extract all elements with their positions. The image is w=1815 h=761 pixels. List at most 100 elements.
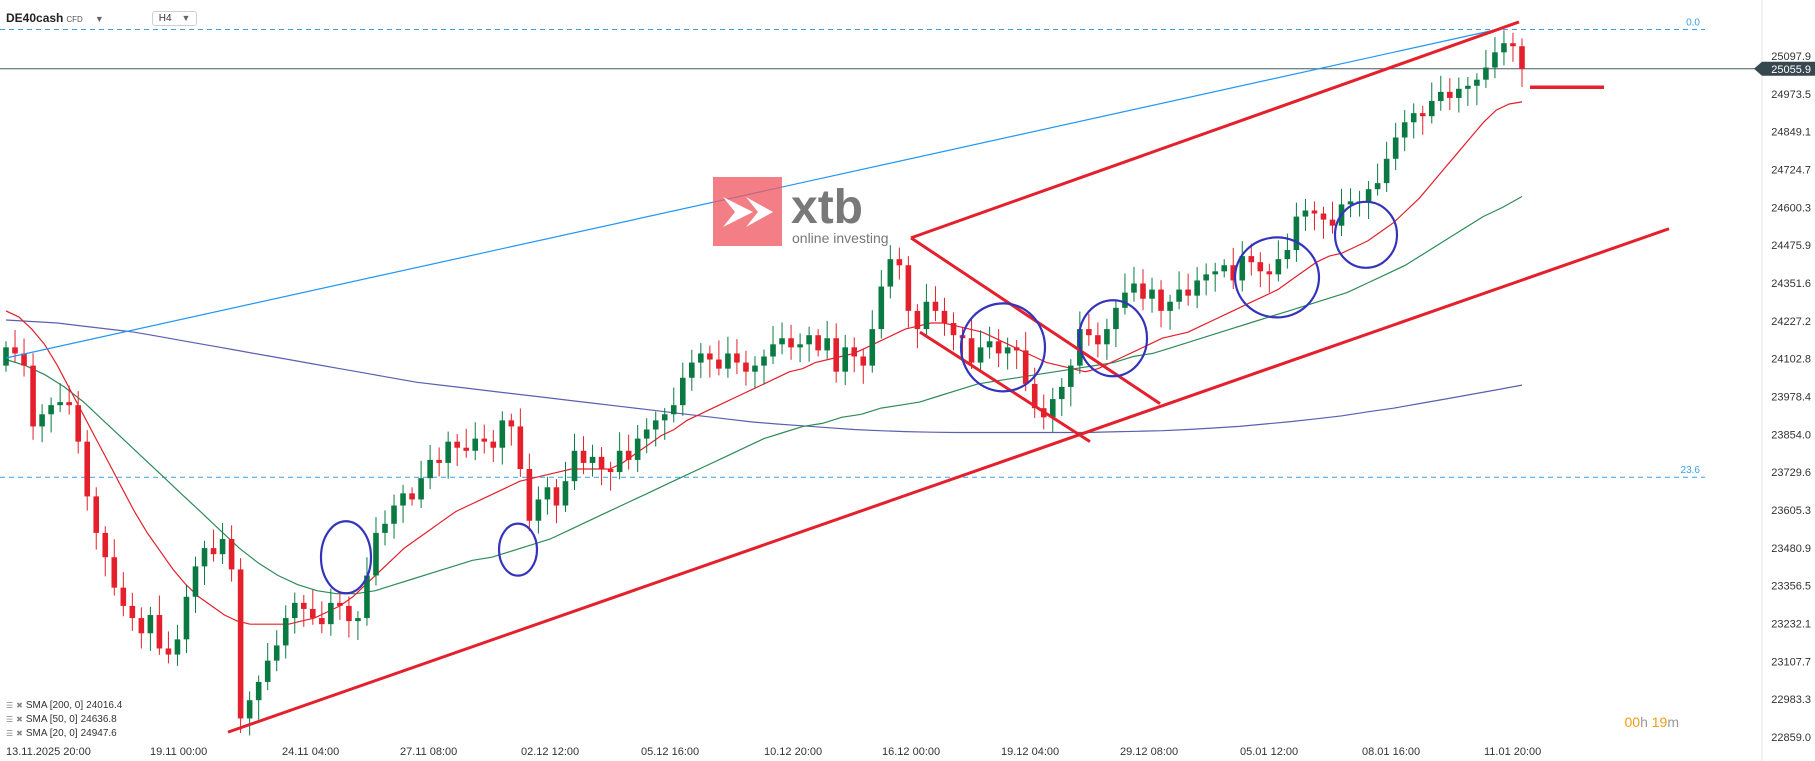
candle-body [75, 405, 81, 442]
symbol-selector[interactable]: DE40cash CFD ▼ [6, 11, 104, 25]
candle-body [1031, 383, 1038, 409]
fib-level-label: 23.6 [1681, 465, 1701, 476]
highlight-circle[interactable] [319, 520, 373, 595]
highlight-circle[interactable] [1077, 299, 1149, 378]
y-tick-label: 23356.5 [1771, 581, 1811, 593]
y-tick-label: 24102.8 [1771, 354, 1811, 366]
symbol-name[interactable]: DE40cash [6, 11, 64, 25]
candle-body [932, 301, 939, 311]
candle-body [770, 344, 776, 357]
legend-label: SMA [50, 0] [25, 714, 78, 725]
candle-body [634, 438, 641, 460]
x-tick-label: 10.12 20:00 [764, 746, 822, 758]
candle-body [1013, 347, 1020, 351]
flag-lower-line[interactable] [919, 330, 1091, 443]
candle-body [1266, 271, 1273, 275]
candle-body [679, 377, 686, 406]
candle-body [878, 286, 885, 330]
candle-body [1212, 271, 1218, 275]
candle-body [1248, 256, 1255, 263]
candle-body [1086, 329, 1092, 336]
candle-body [300, 602, 307, 609]
candle-body [923, 301, 930, 330]
close-icon[interactable]: ✖ [16, 701, 23, 710]
candle-body [1230, 265, 1237, 281]
channel-lower-line[interactable] [227, 227, 1670, 734]
close-icon[interactable]: ✖ [16, 729, 23, 738]
candle-body [815, 335, 821, 351]
candle-body [562, 481, 569, 506]
candle-body [905, 265, 912, 311]
drawings[interactable] [5, 20, 1670, 734]
channel-upper-line[interactable] [910, 20, 1520, 240]
timeframe-label: H4 [158, 12, 172, 24]
candlesticks [3, 30, 1525, 736]
candle-body [120, 587, 127, 606]
candle-body [1185, 289, 1191, 296]
candle-body [1095, 335, 1101, 345]
candle-body [1374, 183, 1381, 190]
candle-body [1275, 259, 1282, 275]
candle-body [1239, 256, 1246, 281]
candle-body [761, 356, 767, 366]
candle-body [707, 353, 713, 360]
current-price-label: 25055.9 [1771, 64, 1811, 76]
legend-value: 24636.8 [80, 714, 117, 725]
chevron-down-icon: ▼ [181, 13, 191, 23]
x-tick-label: 19.11 00:00 [150, 746, 207, 758]
candle-body [1483, 67, 1489, 80]
candle-body [48, 405, 54, 415]
candle-body [472, 438, 479, 451]
candle-body [1004, 347, 1011, 354]
candle-body [1167, 301, 1173, 311]
candle-body [1365, 189, 1372, 202]
candle-body [1456, 88, 1462, 98]
candle-body [1510, 43, 1516, 47]
candle-body [183, 596, 190, 640]
legend-item-sma200[interactable]: ☰ ✖ SMA [200, 0] 24016.4 [6, 699, 122, 713]
candle-body [995, 341, 1002, 354]
logo-name: xtb [791, 181, 863, 234]
legend-value: 24016.4 [86, 700, 123, 711]
countdown-hours: 00 [1624, 714, 1641, 730]
highlight-circle[interactable] [1233, 236, 1321, 319]
highlight-circle[interactable] [1333, 200, 1399, 269]
candle-body [1284, 250, 1291, 260]
candle-body [57, 402, 63, 406]
close-icon[interactable]: ✖ [16, 715, 23, 724]
candle-body [1474, 79, 1480, 86]
countdown-hours-unit: h [1640, 714, 1648, 730]
candle-body [977, 347, 984, 363]
candle-body [192, 566, 199, 597]
candle-body [1058, 386, 1065, 400]
candle-body [282, 618, 289, 646]
candle-body [436, 459, 442, 463]
list-icon: ☰ [6, 715, 14, 724]
candle-body [1194, 280, 1200, 296]
logo-tagline: online investing [792, 230, 889, 246]
candle-body [30, 365, 36, 427]
candle-body [670, 405, 677, 415]
x-tick-label: 16.12 00:00 [882, 746, 940, 758]
candle-body [1428, 100, 1435, 117]
candle-body [1329, 219, 1336, 226]
y-tick-label: 23232.1 [1771, 619, 1811, 631]
candle-body [291, 602, 298, 619]
candle-body [418, 478, 424, 500]
chevron-down-icon[interactable]: ▼ [94, 14, 104, 24]
x-tick-label: 08.01 16:00 [1362, 746, 1420, 758]
highlight-circle[interactable] [959, 302, 1047, 393]
candle-body [1383, 158, 1390, 184]
candle-body [138, 618, 145, 634]
candle-body [743, 362, 749, 372]
candle-body [1293, 216, 1300, 251]
candle-body [1410, 113, 1417, 123]
timeframe-selector[interactable]: H4 ▼ [151, 10, 198, 26]
legend-item-sma50[interactable]: ☰ ✖ SMA [50, 0] 24636.8 [6, 713, 122, 727]
legend-item-sma20[interactable]: ☰ ✖ SMA [20, 0] 24947.6 [6, 727, 122, 741]
candle-body [427, 459, 433, 479]
candle-body [1257, 262, 1264, 272]
candle-body [337, 602, 343, 606]
highlight-circle[interactable] [497, 522, 539, 577]
